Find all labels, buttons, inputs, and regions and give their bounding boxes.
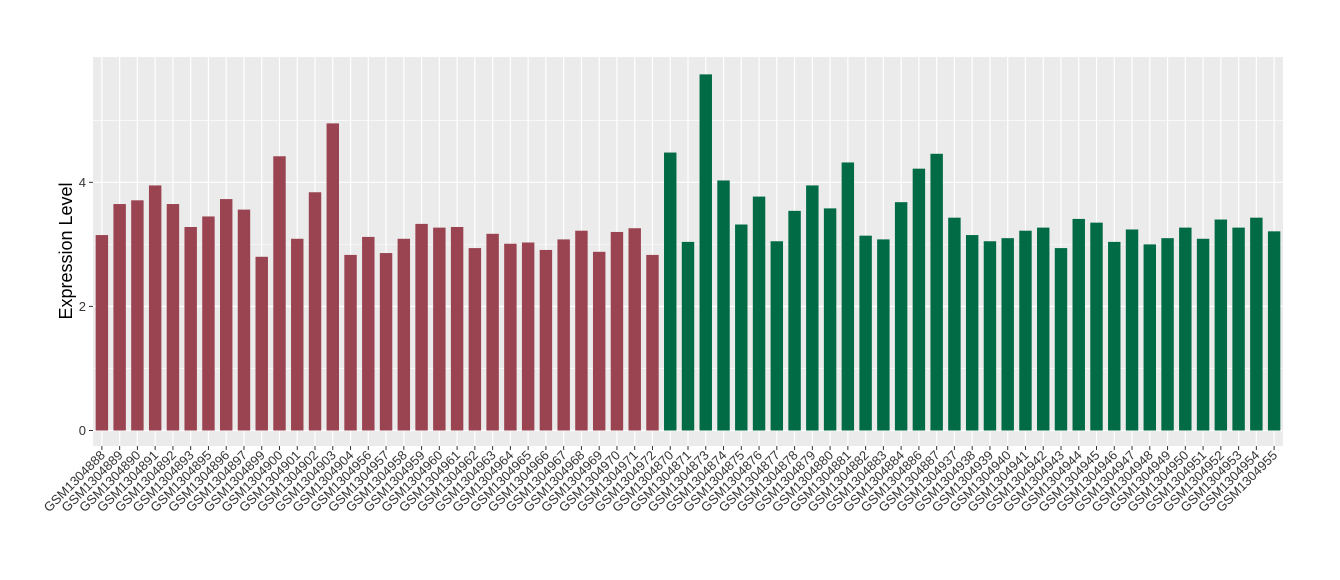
bar-GSM1304966 xyxy=(539,249,553,431)
bar-GSM1304953 xyxy=(1232,227,1245,431)
bar-GSM1304949 xyxy=(1161,238,1174,431)
bar-GSM1304896 xyxy=(219,199,233,431)
bar-GSM1304875 xyxy=(735,224,748,431)
bar-GSM1304877 xyxy=(770,241,784,431)
bar-GSM1304891 xyxy=(148,185,162,431)
bar-GSM1304887 xyxy=(930,153,943,431)
bar-GSM1304969 xyxy=(592,251,606,431)
bar-GSM1304883 xyxy=(877,239,890,431)
bar-GSM1304944 xyxy=(1072,218,1085,431)
bar-GSM1304878 xyxy=(788,210,801,431)
bar-GSM1304967 xyxy=(557,239,570,431)
bar-GSM1304897 xyxy=(237,209,251,431)
bar-GSM1304958 xyxy=(397,238,411,431)
bar-GSM1304959 xyxy=(415,223,428,431)
bar-GSM1304964 xyxy=(504,243,517,431)
bar-GSM1304950 xyxy=(1179,227,1192,431)
y-tick-label: 2 xyxy=(79,299,86,314)
bar-GSM1304954 xyxy=(1250,217,1263,431)
bar-GSM1304971 xyxy=(628,228,641,431)
bars xyxy=(95,74,1281,431)
bar-GSM1304890 xyxy=(131,200,144,431)
bar-GSM1304968 xyxy=(575,230,588,431)
bar-GSM1304941 xyxy=(1019,230,1032,431)
bar-GSM1304952 xyxy=(1214,219,1228,431)
bar-GSM1304881 xyxy=(841,162,855,431)
bar-GSM1304942 xyxy=(1037,227,1050,431)
bar-GSM1304888 xyxy=(95,235,109,431)
bar-GSM1304940 xyxy=(1001,238,1014,431)
bar-GSM1304886 xyxy=(912,168,926,431)
bar-GSM1304957 xyxy=(379,253,393,431)
bar-GSM1304960 xyxy=(433,227,446,431)
bar-GSM1304900 xyxy=(273,156,286,431)
bar-GSM1304873 xyxy=(699,74,712,431)
y-tick-label: 4 xyxy=(79,175,86,190)
bar-GSM1304946 xyxy=(1108,241,1121,431)
bar-GSM1304902 xyxy=(308,192,322,431)
bar-GSM1304904 xyxy=(344,254,357,431)
bar-GSM1304937 xyxy=(948,217,961,431)
bar-GSM1304948 xyxy=(1143,244,1157,431)
bar-GSM1304970 xyxy=(610,231,624,431)
bar-GSM1304874 xyxy=(717,180,730,431)
bar-GSM1304939 xyxy=(983,241,997,431)
y-axis: 0 2 4 xyxy=(79,175,93,438)
bar-GSM1304903 xyxy=(326,123,339,431)
bar-GSM1304899 xyxy=(255,256,268,431)
bar-GSM1304961 xyxy=(450,226,464,431)
bar-GSM1304943 xyxy=(1054,248,1068,431)
x-axis: GSM1304888GSM1304889GSM1304890GSM1304891… xyxy=(41,446,1280,515)
bar-GSM1304893 xyxy=(184,226,197,431)
bar-GSM1304956 xyxy=(362,236,375,431)
bar-GSM1304945 xyxy=(1090,222,1103,431)
bar-GSM1304884 xyxy=(894,202,908,431)
bar-GSM1304879 xyxy=(806,185,819,431)
bar-GSM1304901 xyxy=(291,238,304,431)
bar-GSM1304938 xyxy=(965,235,979,431)
bar-GSM1304965 xyxy=(521,242,535,431)
bar-GSM1304895 xyxy=(202,216,215,431)
bar-GSM1304892 xyxy=(166,204,180,431)
bar-GSM1304876 xyxy=(752,196,766,431)
bar-GSM1304889 xyxy=(113,204,126,431)
bar-GSM1304880 xyxy=(823,208,837,431)
bar-GSM1304870 xyxy=(664,152,677,431)
bar-GSM1304972 xyxy=(646,254,659,431)
y-axis-title: Expression Level xyxy=(56,182,76,319)
y-tick-label: 0 xyxy=(79,423,86,438)
bar-GSM1304963 xyxy=(486,233,499,431)
bar-GSM1304947 xyxy=(1125,229,1139,431)
bar-GSM1304871 xyxy=(681,241,695,431)
bar-GSM1304955 xyxy=(1267,231,1281,431)
bar-GSM1304962 xyxy=(468,248,482,431)
bar-GSM1304882 xyxy=(859,235,872,431)
bar-GSM1304951 xyxy=(1196,238,1210,431)
